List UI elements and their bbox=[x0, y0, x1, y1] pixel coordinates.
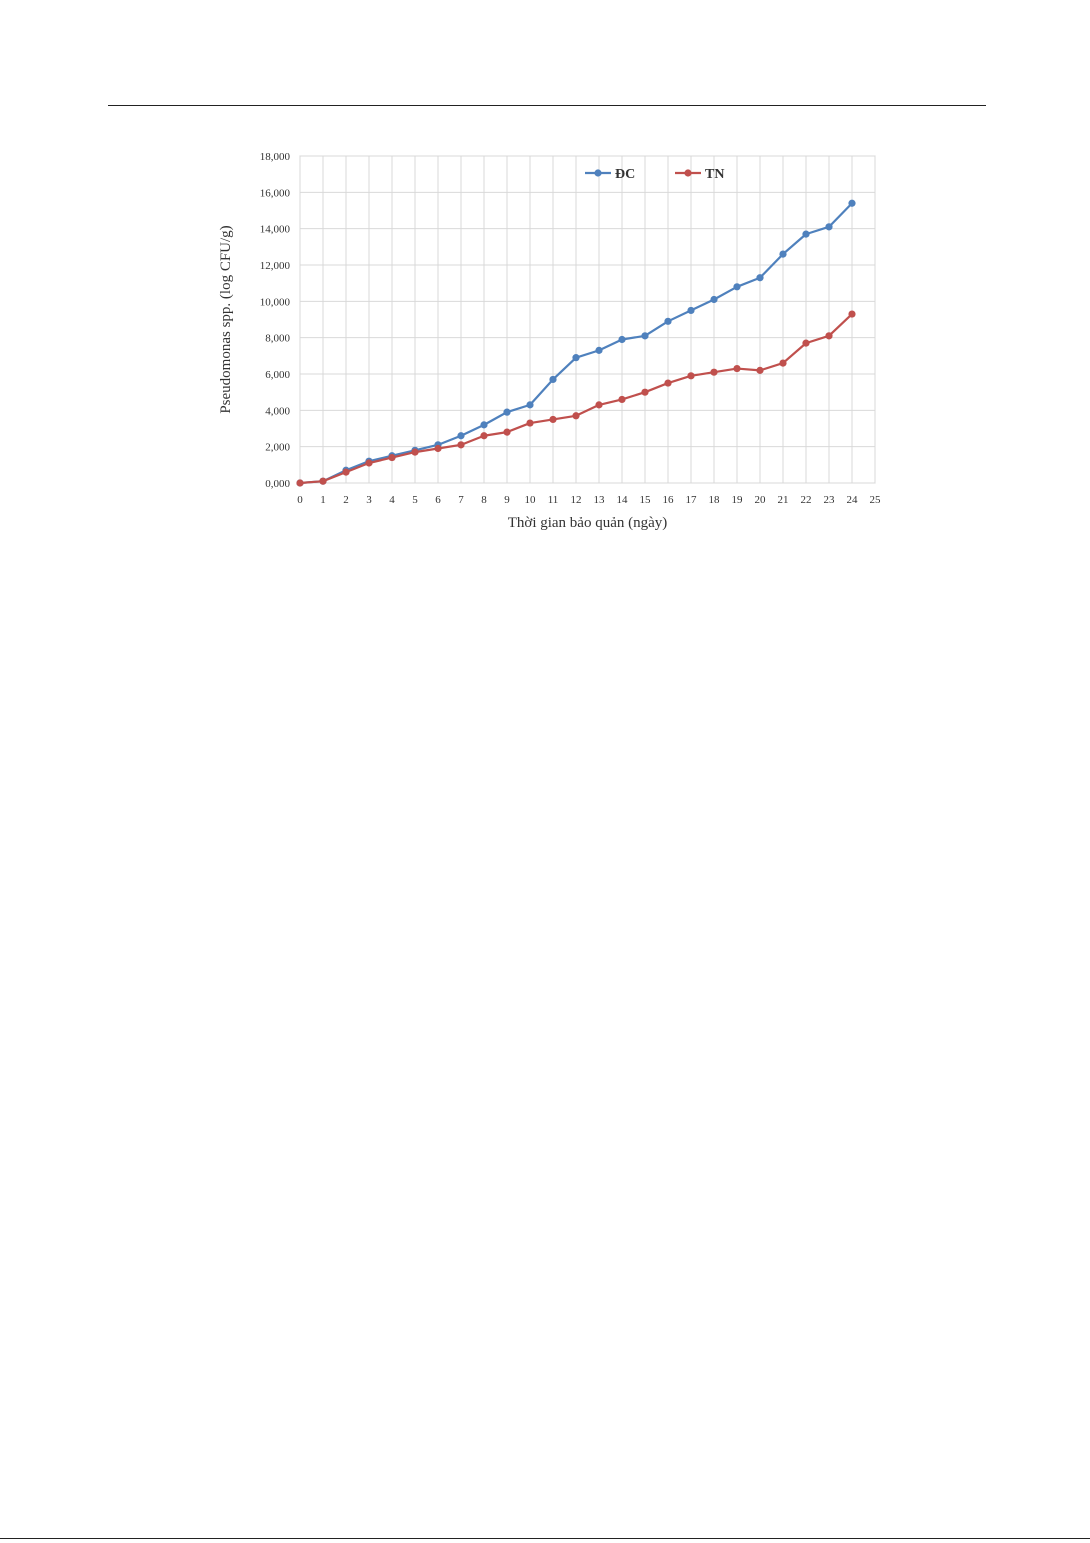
x-tick-label: 9 bbox=[504, 494, 510, 506]
data-point-0 bbox=[825, 223, 833, 231]
y-tick-label: 10,000 bbox=[260, 296, 291, 308]
data-point-1 bbox=[802, 339, 810, 347]
data-point-1 bbox=[825, 332, 833, 340]
data-point-1 bbox=[687, 372, 695, 380]
x-axis-label: Thời gian bảo quản (ngày) bbox=[508, 515, 668, 531]
x-tick-label: 12 bbox=[571, 494, 582, 506]
x-tick-label: 22 bbox=[801, 494, 812, 506]
data-point-1 bbox=[733, 364, 741, 373]
x-tick-label: 18 bbox=[709, 494, 721, 506]
x-tick-label: 11 bbox=[548, 494, 559, 506]
y-tick-label: 6,000 bbox=[265, 369, 290, 381]
data-point-1 bbox=[480, 432, 488, 440]
data-point-1 bbox=[319, 477, 327, 485]
x-tick-label: 4 bbox=[389, 494, 395, 506]
x-tick-label: 0 bbox=[297, 494, 303, 506]
x-tick-label: 8 bbox=[481, 494, 487, 506]
data-point-1 bbox=[572, 412, 580, 420]
data-point-0 bbox=[595, 346, 603, 354]
data-point-1 bbox=[710, 368, 718, 376]
x-tick-label: 13 bbox=[594, 494, 606, 506]
data-point-1 bbox=[388, 453, 396, 462]
y-tick-label: 12,000 bbox=[260, 260, 291, 272]
x-tick-label: 2 bbox=[343, 494, 349, 506]
chart-grid bbox=[299, 155, 876, 484]
data-point-0 bbox=[480, 421, 488, 429]
data-point-0 bbox=[756, 274, 764, 282]
data-point-0 bbox=[572, 354, 580, 362]
y-tick-label: 18,000 bbox=[260, 151, 291, 163]
x-tick-label: 20 bbox=[755, 494, 767, 506]
y-axis-label: Pseudomonas spp. (log CFU/g) bbox=[218, 225, 234, 413]
data-point-1 bbox=[365, 459, 373, 467]
data-point-1 bbox=[756, 366, 764, 374]
legend-label: TN bbox=[705, 167, 724, 182]
pseudomonas-line-chart: 0,000 2,000 4,000 6,000 8,000 10,000 12,000 14,… bbox=[218, 151, 881, 531]
data-point-1 bbox=[618, 395, 626, 404]
chart-tick-labels: 0,000 2,000 4,000 6,000 8,000 10,000 12,000 14,… bbox=[260, 151, 881, 506]
chart-series bbox=[296, 199, 856, 487]
x-tick-label: 24 bbox=[847, 494, 859, 506]
x-tick-label: 19 bbox=[732, 494, 744, 506]
x-tick-label: 7 bbox=[458, 494, 464, 506]
x-tick-label: 16 bbox=[663, 494, 675, 506]
data-point-1 bbox=[549, 415, 557, 424]
data-point-0 bbox=[618, 335, 626, 344]
x-tick-label: 23 bbox=[824, 494, 836, 506]
y-tick-label: 4,000 bbox=[265, 405, 290, 417]
data-point-1 bbox=[526, 419, 534, 427]
legend-swatch-marker bbox=[684, 169, 692, 177]
data-point-0 bbox=[733, 283, 741, 291]
x-tick-label: 17 bbox=[686, 494, 698, 506]
data-point-0 bbox=[710, 295, 718, 304]
y-tick-label: 14,000 bbox=[260, 224, 291, 236]
x-tick-label: 25 bbox=[870, 494, 882, 506]
plot-area-border bbox=[299, 155, 876, 484]
x-tick-label: 14 bbox=[617, 494, 629, 506]
x-tick-label: 3 bbox=[366, 494, 372, 506]
x-tick-label: 15 bbox=[640, 494, 652, 506]
data-point-1 bbox=[848, 310, 856, 318]
x-tick-label: 5 bbox=[412, 494, 418, 506]
data-point-0 bbox=[457, 432, 465, 440]
y-tick-label: 0,000 bbox=[265, 478, 290, 490]
data-point-1 bbox=[641, 388, 649, 396]
y-tick-label: 16,000 bbox=[260, 187, 291, 199]
x-tick-label: 1 bbox=[320, 494, 326, 506]
data-point-0 bbox=[503, 408, 511, 416]
data-point-0 bbox=[802, 230, 810, 238]
legend-swatch-marker bbox=[594, 169, 602, 177]
legend-label: ĐC bbox=[615, 167, 635, 182]
y-tick-label: 2,000 bbox=[265, 442, 290, 454]
data-point-1 bbox=[457, 441, 465, 449]
data-point-1 bbox=[411, 448, 419, 456]
y-tick-label: 8,000 bbox=[265, 333, 290, 345]
data-point-0 bbox=[526, 401, 534, 409]
data-point-1 bbox=[779, 359, 787, 367]
page-header-rule bbox=[108, 105, 986, 106]
chart-legend: ĐC TN bbox=[585, 167, 724, 182]
data-point-0 bbox=[687, 306, 695, 315]
x-tick-label: 6 bbox=[435, 494, 441, 506]
data-point-1 bbox=[595, 401, 603, 409]
data-point-1 bbox=[503, 428, 511, 436]
data-point-0 bbox=[779, 250, 787, 258]
x-tick-label: 21 bbox=[778, 494, 789, 506]
page-footer-rule bbox=[0, 1538, 1090, 1539]
data-point-1 bbox=[434, 444, 442, 453]
data-point-1 bbox=[664, 379, 672, 387]
data-point-0 bbox=[848, 199, 856, 207]
data-point-0 bbox=[641, 332, 649, 340]
data-point-1 bbox=[342, 468, 350, 476]
x-tick-label: 10 bbox=[525, 494, 537, 506]
data-point-0 bbox=[664, 317, 672, 325]
data-point-0 bbox=[549, 375, 557, 384]
data-point-1 bbox=[296, 479, 304, 487]
